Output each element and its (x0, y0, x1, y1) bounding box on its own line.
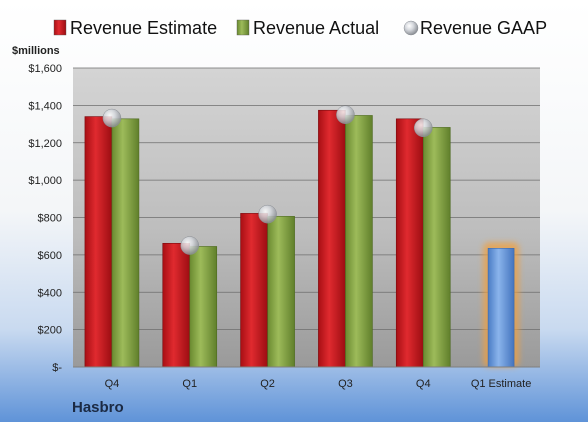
x-tick-label: Q2 (260, 378, 275, 390)
legend-label: Revenue GAAP (420, 18, 547, 38)
point-revenue-gaap (102, 108, 122, 128)
legend-swatch (403, 20, 419, 36)
legend-swatch (236, 19, 250, 36)
bar-revenue-estimate (240, 213, 268, 368)
point-revenue-gaap (414, 118, 433, 138)
bar-revenue-actual (189, 246, 218, 368)
company-name: Hasbro (72, 399, 124, 416)
bar-revenue-estimate (395, 118, 424, 368)
bars (84, 105, 520, 368)
bar-revenue-actual (267, 216, 295, 368)
point-revenue-gaap (180, 236, 199, 255)
x-tick-label: Q1 (182, 378, 197, 390)
legend-label: Revenue Actual (253, 18, 379, 38)
y-tick-label: $1,200 (28, 138, 62, 150)
x-tick-label: Q4 (105, 378, 120, 390)
point-revenue-gaap (258, 204, 277, 224)
bar-revenue-estimate (84, 116, 113, 368)
bar-revenue-actual (111, 118, 140, 368)
legend: Revenue Estimate Revenue Actual Revenue GA… (53, 18, 547, 38)
bar-q1-estimate (487, 248, 515, 368)
point-revenue-gaap (336, 105, 355, 124)
y-tick-label: $200 (38, 325, 62, 337)
y-tick-label: $600 (38, 250, 62, 262)
y-tick-label: $- (52, 362, 62, 374)
gridlines (73, 67, 540, 331)
y-tick-label: $1,400 (28, 100, 62, 112)
bar-revenue-estimate (162, 242, 191, 368)
y-tick-label: $1,600 (28, 63, 62, 75)
legend-swatch (53, 19, 67, 36)
x-axis-ticks: Q4 Q1 Q2 Q3 Q4 Q1 Estimate (105, 378, 532, 390)
y-tick-label: $1,000 (28, 175, 62, 187)
y-axis-label: $millions (12, 45, 60, 57)
x-tick-label: Q4 (416, 378, 431, 390)
y-tick-label: $800 (38, 213, 62, 225)
bar-revenue-estimate (318, 109, 346, 368)
x-tick-label: Q3 (338, 378, 353, 390)
bar-revenue-actual (345, 115, 373, 368)
y-axis-ticks: $- $200 $400 $600 $800 $1,000 $1,200 $1,400 $1,6… (28, 63, 62, 374)
bar-revenue-actual (422, 127, 451, 368)
x-tick-label: Q1 Estimate (471, 378, 532, 390)
y-tick-label: $400 (38, 287, 62, 299)
legend-label: Revenue Estimate (70, 18, 217, 38)
